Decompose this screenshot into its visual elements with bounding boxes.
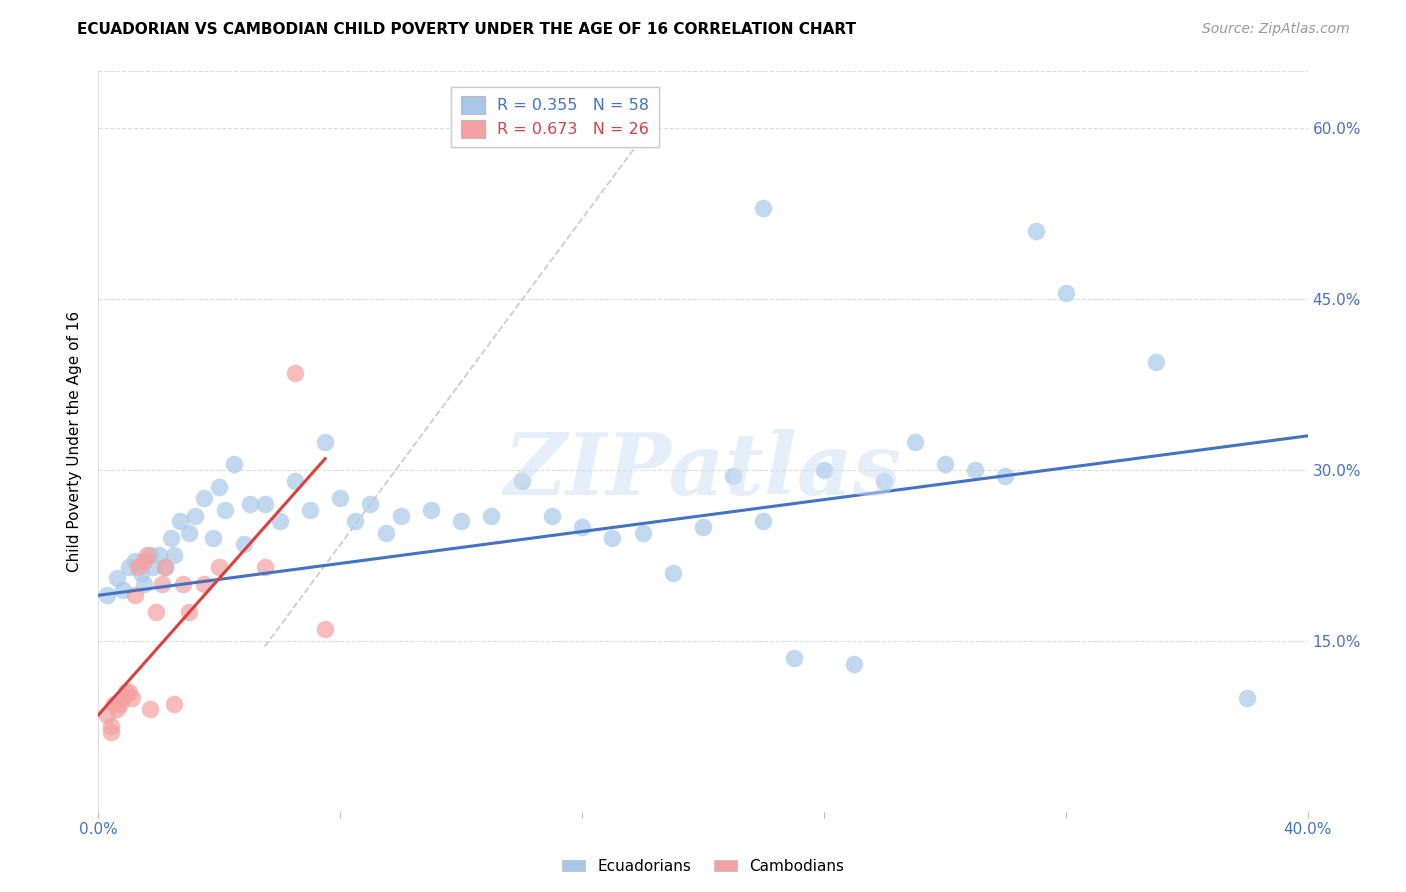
Point (360, 497, 382, 511)
Point (124, 588, 146, 602)
Point (783, 651, 806, 665)
Point (314, 623, 336, 637)
Point (142, 559, 165, 574)
Point (631, 525, 654, 540)
Point (253, 559, 276, 574)
Point (145, 606, 167, 620)
Point (661, 566, 683, 580)
Point (124, 554, 146, 568)
Point (752, 514, 775, 528)
Legend: Ecuadorians, Cambodians: Ecuadorians, Cambodians (555, 853, 851, 880)
Point (118, 559, 141, 574)
Point (571, 520, 593, 534)
Point (299, 503, 322, 517)
Point (150, 577, 173, 591)
Y-axis label: Child Poverty Under the Age of 16: Child Poverty Under the Age of 16 (67, 311, 83, 572)
Point (208, 480, 231, 494)
Point (965, 463, 987, 477)
Point (105, 702, 128, 716)
Point (994, 468, 1017, 483)
Point (114, 685, 136, 699)
Point (163, 549, 186, 563)
Point (214, 503, 236, 517)
Point (111, 690, 134, 705)
Point (208, 559, 231, 574)
Point (100, 719, 122, 733)
Point (129, 566, 152, 580)
Point (100, 725, 122, 739)
Point (481, 508, 503, 523)
Point (269, 514, 291, 528)
Point (284, 475, 307, 489)
Point (1236, 690, 1258, 705)
Point (103, 697, 125, 711)
Point (153, 559, 176, 574)
Text: ECUADORIAN VS CAMBODIAN CHILD POVERTY UNDER THE AGE OF 16 CORRELATION CHART: ECUADORIAN VS CAMBODIAN CHILD POVERTY UN… (77, 22, 856, 37)
Text: ZIPatlas: ZIPatlas (503, 429, 903, 513)
Point (1054, 286, 1077, 301)
Point (692, 520, 714, 534)
Point (374, 525, 396, 540)
Point (132, 554, 155, 568)
Point (132, 577, 155, 591)
Point (344, 514, 367, 528)
Point (1144, 355, 1167, 369)
Point (420, 503, 443, 517)
Point (202, 532, 225, 546)
Point (193, 491, 215, 506)
Point (253, 497, 276, 511)
Text: Source: ZipAtlas.com: Source: ZipAtlas.com (1202, 22, 1350, 37)
Point (224, 458, 246, 472)
Point (813, 463, 835, 477)
Point (139, 702, 162, 716)
Point (602, 532, 624, 546)
Point (163, 697, 186, 711)
Point (105, 571, 128, 585)
Point (232, 537, 254, 551)
Point (148, 549, 170, 563)
Point (1024, 224, 1046, 238)
Point (108, 697, 131, 711)
Point (169, 514, 191, 528)
Point (873, 475, 896, 489)
Point (111, 582, 134, 597)
Point (96, 588, 118, 602)
Point (239, 497, 262, 511)
Point (329, 491, 352, 506)
Point (389, 508, 412, 523)
Point (179, 525, 201, 540)
Point (96, 707, 118, 722)
Point (179, 606, 201, 620)
Point (193, 577, 215, 591)
Point (160, 532, 183, 546)
Point (904, 434, 927, 449)
Point (540, 508, 562, 523)
Point (121, 690, 143, 705)
Point (752, 201, 775, 215)
Point (184, 508, 207, 523)
Point (450, 514, 472, 528)
Point (118, 685, 141, 699)
Point (135, 549, 157, 563)
Point (153, 559, 176, 574)
Point (314, 434, 336, 449)
Point (139, 549, 162, 563)
Point (284, 366, 307, 380)
Point (844, 657, 866, 671)
Point (127, 559, 149, 574)
Point (934, 458, 956, 472)
Point (172, 577, 194, 591)
Point (723, 468, 745, 483)
Point (510, 475, 533, 489)
Legend: R = 0.355   N = 58, R = 0.673   N = 26: R = 0.355 N = 58, R = 0.673 N = 26 (451, 87, 659, 147)
